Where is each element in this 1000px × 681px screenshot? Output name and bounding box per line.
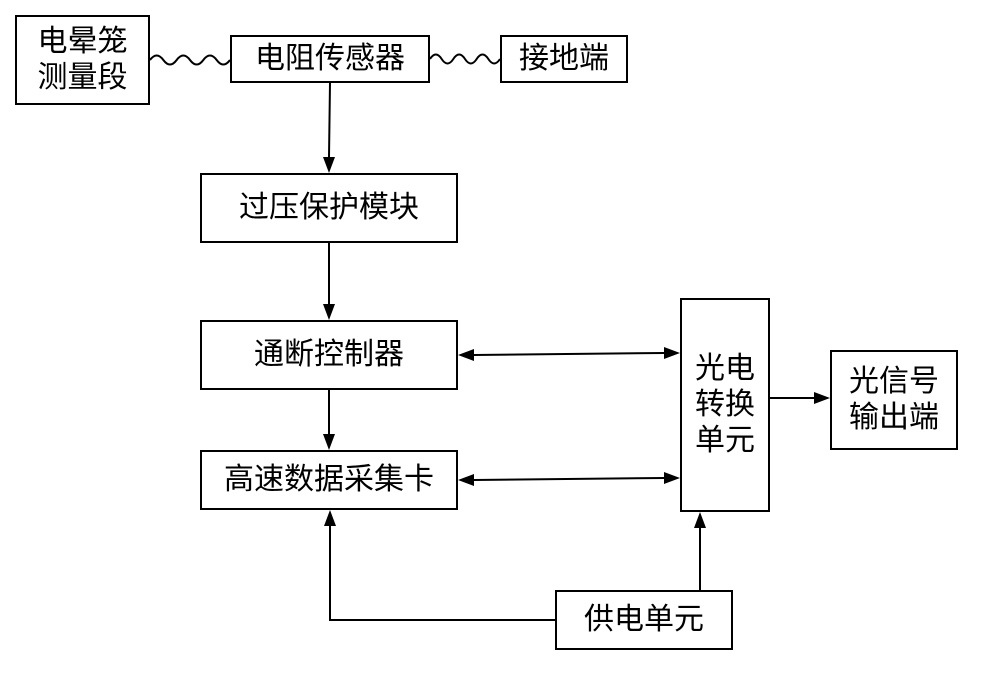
node-label: 供电单元 — [584, 602, 704, 638]
node-label: 通断控制器 — [254, 337, 404, 373]
node-onoff-controller: 通断控制器 — [200, 320, 458, 390]
node-overvoltage-protect: 过压保护模块 — [200, 173, 458, 243]
node-label: 电晕笼 测量段 — [38, 24, 128, 96]
edges-layer — [0, 0, 1000, 681]
node-resistance-sensor: 电阻传感器 — [230, 35, 430, 83]
node-corona-cage: 电晕笼 测量段 — [15, 15, 150, 105]
node-label: 光信号 输出端 — [849, 364, 939, 436]
node-photoelectric-unit: 光电 转换 单元 — [680, 298, 770, 512]
node-highspeed-acq: 高速数据采集卡 — [200, 450, 458, 510]
node-optical-output: 光信号 输出端 — [830, 350, 958, 450]
diagram-canvas: 电晕笼 测量段 电阻传感器 接地端 过压保护模块 通断控制器 高速数据采集卡 光… — [0, 0, 1000, 681]
node-label: 光电 转换 单元 — [695, 351, 755, 459]
node-label: 过压保护模块 — [239, 190, 419, 226]
node-label: 高速数据采集卡 — [224, 462, 434, 498]
node-label: 接地端 — [519, 41, 609, 77]
node-ground-terminal: 接地端 — [500, 35, 628, 83]
node-power-supply: 供电单元 — [555, 590, 733, 650]
node-label: 电阻传感器 — [255, 41, 405, 77]
